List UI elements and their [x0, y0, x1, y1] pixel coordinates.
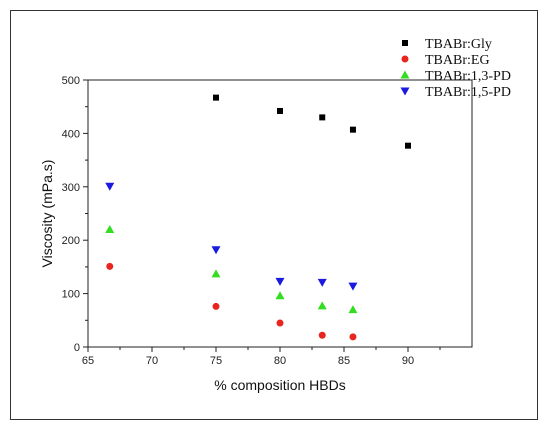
series-3 [105, 182, 358, 291]
chart-frame [10, 10, 538, 420]
legend-label: TBABr:EG [425, 53, 490, 68]
data-point [275, 277, 285, 286]
x-tick-label: 85 [338, 355, 350, 367]
data-point [211, 269, 221, 278]
legend-marker [400, 70, 410, 79]
legend-marker [401, 55, 409, 63]
data-point [212, 302, 220, 310]
data-point [211, 246, 221, 255]
ticks: 65 70 75 80 85 90 0 100 200 300 400 500 [62, 75, 441, 367]
data-point [348, 282, 358, 291]
data-point [319, 114, 326, 121]
y-tick-label: 400 [62, 128, 80, 140]
data-point [349, 333, 357, 341]
data-point [277, 107, 283, 114]
y-tick-label: 0 [74, 342, 80, 354]
data-point [348, 305, 358, 314]
data-points [105, 94, 411, 341]
legend-label: TBABr:1,3-PD [425, 69, 511, 84]
legend-marker [402, 40, 408, 46]
data-point [105, 225, 115, 234]
x-tick-label: 65 [82, 355, 94, 367]
x-axis-title: % composition HBDs [214, 377, 346, 393]
plot-area [87, 79, 473, 348]
legend-marker [400, 87, 410, 96]
y-axis-title: Viscosity (mPa.s) [39, 160, 55, 268]
legend-label: TBABr:1,5-PD [425, 85, 511, 100]
x-tick-label: 70 [146, 355, 158, 367]
x-tick-label: 80 [274, 355, 286, 367]
y-tick-label: 200 [62, 235, 80, 247]
data-point [275, 291, 285, 300]
legend-label: TBABr:Gly [425, 37, 492, 52]
data-point [318, 331, 326, 339]
data-point [276, 319, 284, 327]
data-point [349, 126, 356, 133]
data-point [317, 278, 327, 287]
series-2 [105, 225, 358, 314]
data-point [105, 182, 115, 191]
data-point [317, 301, 327, 310]
y-tick-label: 300 [62, 182, 80, 194]
data-point [405, 142, 411, 149]
x-tick-label: 75 [210, 355, 222, 367]
y-tick-label: 500 [62, 75, 80, 87]
series-0 [213, 94, 411, 149]
data-point [106, 262, 114, 270]
series-1 [106, 262, 357, 341]
y-tick-label: 100 [62, 289, 80, 301]
legend: TBABr:GlyTBABr:EGTBABr:1,3-PDTBABr:1,5-P… [400, 37, 511, 100]
data-point [213, 94, 219, 101]
axes [87, 79, 473, 348]
x-tick-label: 90 [402, 355, 414, 367]
